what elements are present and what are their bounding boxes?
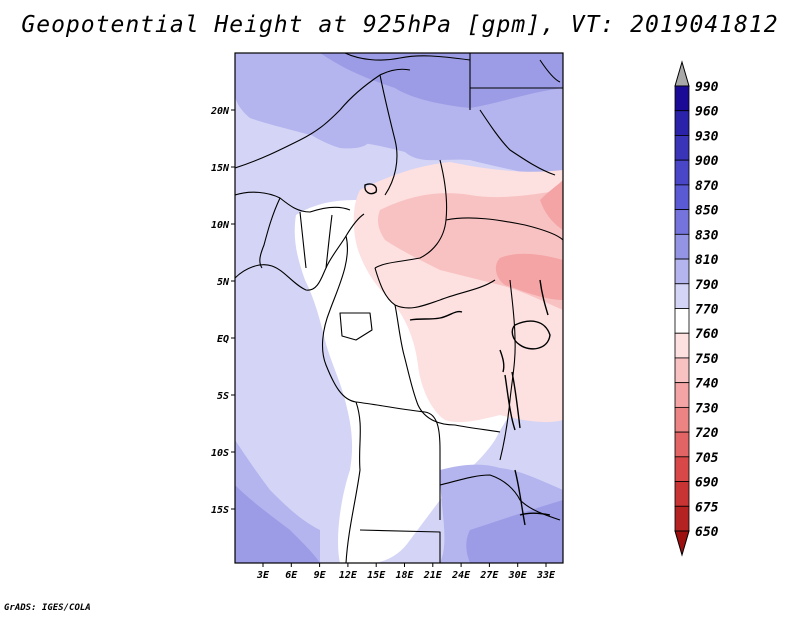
lake-kivu xyxy=(499,349,505,373)
border-east-coast xyxy=(539,59,561,83)
lat-tick-label: 15N xyxy=(211,163,230,174)
lon-tick-label: 18E xyxy=(395,570,414,581)
colorbar-swatch xyxy=(674,406,690,433)
colorbar-top-arrow xyxy=(674,60,690,87)
field-pink-dark-east xyxy=(495,253,563,300)
colorbar-swatch xyxy=(674,357,690,384)
map-frame xyxy=(234,52,564,564)
border-south-namibia xyxy=(359,529,441,563)
colorbar-swatch xyxy=(674,332,690,359)
lake-malawi xyxy=(514,469,526,526)
lake-kariba xyxy=(519,512,551,516)
colorbar-label: 870 xyxy=(695,179,719,194)
field-pink-dark-northeast xyxy=(540,180,563,230)
coastline-angola xyxy=(345,401,361,563)
colorbar-label: 690 xyxy=(695,476,719,491)
colorbar-swatch xyxy=(674,85,690,112)
field-band-sahara-mid xyxy=(270,90,371,149)
river-congo xyxy=(409,310,463,321)
field-southeast-dark xyxy=(466,500,563,563)
border-gabon xyxy=(339,312,373,341)
field-band-sahara-dark xyxy=(320,53,563,108)
lon-tick-label: 21E xyxy=(423,570,443,581)
lake-tanganyika xyxy=(504,371,521,431)
lon-tick-label: 30E xyxy=(508,570,528,581)
lon-tick-label: 9E xyxy=(314,570,327,581)
colorbar-label: 720 xyxy=(695,426,719,441)
colorbar-label: 650 xyxy=(695,525,719,540)
lon-tick-label: 24E xyxy=(451,570,471,581)
colorbar-swatch xyxy=(674,481,690,507)
latitude-axis: 20N 15N 10N 5N EQ 5S 10S 15S xyxy=(210,106,235,516)
border-chad-sudan xyxy=(374,159,563,269)
colorbar-label: 760 xyxy=(695,327,719,342)
colorbar-label: 850 xyxy=(695,204,719,219)
lake-turkana xyxy=(539,279,549,316)
colorbar-swatch xyxy=(674,505,690,532)
lat-tick-label: 20N xyxy=(210,106,230,117)
colorbar-swatch xyxy=(674,135,690,161)
colorbar-label: 730 xyxy=(695,401,719,416)
colorbar-swatch xyxy=(674,283,690,309)
colorbar-swatch xyxy=(674,431,690,458)
lon-tick-label: 6E xyxy=(285,570,298,581)
longitude-axis: 3E 6E 9E 12E 15E 18E 21E 24E 27E 30E 33E xyxy=(256,563,556,581)
colorbar-swatch xyxy=(674,233,690,260)
colorbar-label: 790 xyxy=(695,278,719,293)
border-car xyxy=(374,267,496,309)
lat-tick-label: EQ xyxy=(217,334,229,345)
lat-tick-label: 10S xyxy=(211,448,229,459)
lon-tick-label: 33E xyxy=(536,570,556,581)
coastline-west-africa xyxy=(235,213,365,403)
colorbar-label: 770 xyxy=(695,303,719,318)
border-congo-drc xyxy=(394,304,501,433)
country-borders xyxy=(235,53,563,563)
colorbar-label: 750 xyxy=(695,352,719,367)
border-gulf-guinea xyxy=(299,211,333,269)
border-nile-basin xyxy=(479,109,556,176)
grads-credit: GrADS: IGES/COLA xyxy=(4,603,91,613)
border-east-africa xyxy=(499,279,516,461)
lon-tick-label: 15E xyxy=(367,570,386,581)
lake-victoria xyxy=(511,320,551,350)
colorbar-swatch xyxy=(674,308,690,334)
colorbar-label: 830 xyxy=(695,228,719,243)
height-field xyxy=(235,53,563,563)
colorbar-swatch xyxy=(674,110,690,136)
border-sahel xyxy=(235,68,411,196)
colorbar-swatch xyxy=(674,209,690,235)
chart-title: Geopotential Height at 925hPa [gpm], VT:… xyxy=(21,12,779,38)
colorbar-label: 960 xyxy=(695,105,719,120)
lakes xyxy=(364,183,551,526)
lon-tick-label: 12E xyxy=(339,570,358,581)
colorbar-label: 675 xyxy=(695,500,719,515)
colorbar-swatch xyxy=(674,382,690,408)
colorbar-swatch xyxy=(674,456,690,482)
border-south-angola xyxy=(355,401,441,520)
border-north-sahara xyxy=(344,53,471,61)
border-west-sahel xyxy=(235,191,351,269)
colorbar-label: 990 xyxy=(695,80,719,95)
lat-tick-label: 5N xyxy=(217,277,230,288)
colorbar-label: 900 xyxy=(695,154,719,169)
colorbar-swatch xyxy=(674,258,690,285)
colorbar-label: 930 xyxy=(695,129,719,144)
lat-tick-label: 15S xyxy=(211,505,229,516)
colorbar: 990 960 930 900 870 850 830 810 790 770 760 750 740 7… xyxy=(674,60,719,557)
border-zambia xyxy=(439,474,561,521)
colorbar-bottom-arrow xyxy=(674,530,690,557)
border-libya-egypt xyxy=(469,53,563,110)
lat-tick-label: 5S xyxy=(217,391,229,402)
field-southwest-dark xyxy=(235,485,320,563)
lake-chad xyxy=(364,183,378,195)
colorbar-label: 740 xyxy=(695,377,719,392)
colorbar-label: 705 xyxy=(695,451,719,466)
lon-tick-label: 3E xyxy=(256,570,270,581)
colorbar-label: 810 xyxy=(695,253,719,268)
colorbar-swatch xyxy=(674,159,690,186)
lon-tick-label: 27E xyxy=(479,570,499,581)
lat-tick-label: 10N xyxy=(211,220,230,231)
colorbar-swatch xyxy=(674,184,690,211)
